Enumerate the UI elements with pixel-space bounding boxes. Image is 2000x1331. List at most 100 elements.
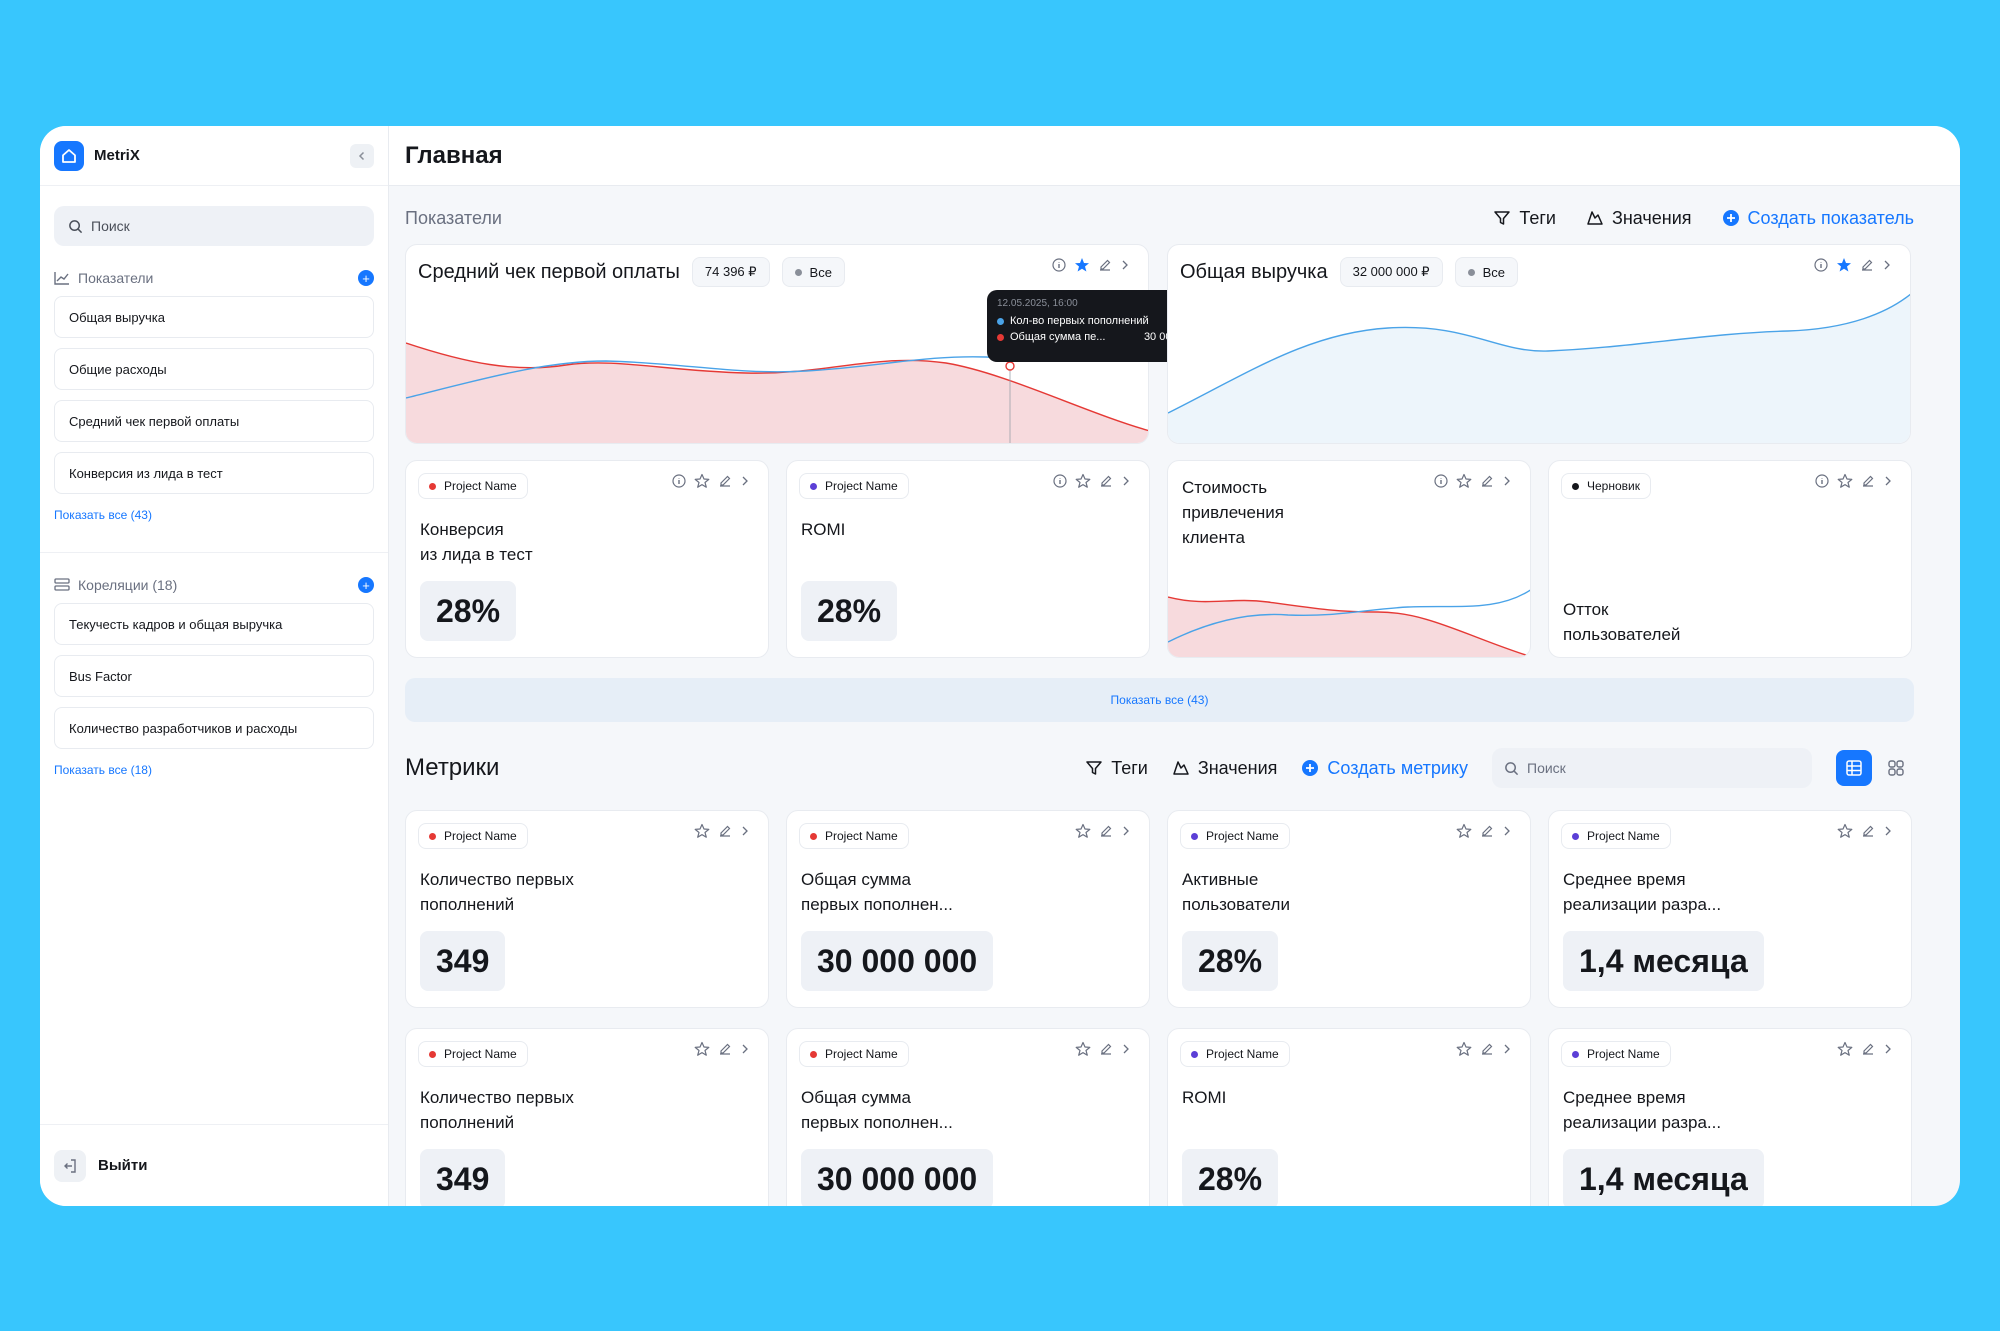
project-tag[interactable]: Project Name xyxy=(1180,1041,1290,1067)
edit-icon[interactable] xyxy=(1860,258,1874,272)
project-tag[interactable]: Project Name xyxy=(799,473,909,499)
draft-indicator-card[interactable]: Черновик Отток пользователей xyxy=(1548,460,1912,658)
info-icon[interactable] xyxy=(1434,474,1448,488)
sidebar-item-indicator[interactable]: Конверсия из лида в тест xyxy=(54,452,374,494)
chevron-right-icon[interactable] xyxy=(740,475,750,487)
filter-dropdown[interactable]: Все xyxy=(781,257,845,287)
indicators-tags-button[interactable]: Теги xyxy=(1493,208,1556,229)
info-icon[interactable] xyxy=(672,474,686,488)
info-icon[interactable] xyxy=(1814,258,1828,272)
chevron-right-icon[interactable] xyxy=(1121,1043,1131,1055)
show-all-correlations-link[interactable]: Показать все (18) xyxy=(54,763,152,777)
chevron-right-icon[interactable] xyxy=(740,1043,750,1055)
create-metric-button[interactable]: Создать метрику xyxy=(1301,758,1468,779)
edit-icon[interactable] xyxy=(1861,474,1875,488)
info-icon[interactable] xyxy=(1052,258,1066,272)
star-filled-icon[interactable] xyxy=(1836,257,1852,273)
chevron-right-icon[interactable] xyxy=(740,825,750,837)
sidebar-item-correlation[interactable]: Bus Factor xyxy=(54,655,374,697)
indicator-card[interactable]: Project Name Конверсия из лида в тест 28% xyxy=(405,460,769,658)
star-icon[interactable] xyxy=(1456,473,1472,489)
edit-icon[interactable] xyxy=(718,824,732,838)
star-icon[interactable] xyxy=(694,1041,710,1057)
edit-icon[interactable] xyxy=(1099,824,1113,838)
add-indicator-button[interactable]: + xyxy=(358,270,374,286)
sidebar-item-indicator[interactable]: Общая выручка xyxy=(54,296,374,338)
chevron-right-icon[interactable] xyxy=(1121,475,1131,487)
star-icon[interactable] xyxy=(1456,823,1472,839)
metric-card[interactable]: Project Name Среднее время реализации раз… xyxy=(1548,1028,1912,1206)
project-tag[interactable]: Project Name xyxy=(418,823,528,849)
grid-view-button[interactable] xyxy=(1878,750,1914,786)
edit-icon[interactable] xyxy=(1098,258,1112,272)
sidebar-item-correlation[interactable]: Количество разработчиков и расходы xyxy=(54,707,374,749)
project-tag[interactable]: Project Name xyxy=(1180,823,1290,849)
metric-card[interactable]: Project Name Количество первых пополнений… xyxy=(405,1028,769,1206)
chevron-right-icon[interactable] xyxy=(1883,1043,1893,1055)
indicator-card-title: Средний чек первой оплаты xyxy=(418,260,680,283)
project-tag[interactable]: Project Name xyxy=(799,823,909,849)
sidebar-item-indicator[interactable]: Общие расходы xyxy=(54,348,374,390)
sidebar-item-correlation[interactable]: Текучесть кадров и общая выручка xyxy=(54,603,374,645)
edit-icon[interactable] xyxy=(1099,474,1113,488)
metrics-search-input[interactable]: Поиск xyxy=(1492,748,1812,788)
edit-icon[interactable] xyxy=(1861,1042,1875,1056)
home-logo-icon[interactable] xyxy=(54,140,84,171)
sidebar-search-input[interactable]: Поиск xyxy=(54,206,374,246)
edit-icon[interactable] xyxy=(718,474,732,488)
create-indicator-button[interactable]: Создать показатель xyxy=(1722,208,1914,229)
chevron-right-icon[interactable] xyxy=(1883,825,1893,837)
revenue-filter-dropdown[interactable]: Все xyxy=(1454,257,1518,287)
info-icon[interactable] xyxy=(1053,474,1067,488)
project-tag[interactable]: Project Name xyxy=(418,473,528,499)
star-filled-icon[interactable] xyxy=(1074,257,1090,273)
star-icon[interactable] xyxy=(694,823,710,839)
info-icon[interactable] xyxy=(1815,474,1829,488)
chevron-right-icon[interactable] xyxy=(1502,475,1512,487)
indicator-card[interactable]: Project Name ROMI 28% xyxy=(786,460,1150,658)
show-all-indicators-button[interactable]: Показать все (43) xyxy=(405,678,1914,722)
draft-tag[interactable]: Черновик xyxy=(1561,473,1651,499)
project-tag[interactable]: Project Name xyxy=(1561,823,1671,849)
metric-card[interactable]: Project Name Общая сумма первых пополнен.… xyxy=(786,810,1150,1008)
metric-card[interactable]: Project Name Общая сумма первых пополнен.… xyxy=(786,1028,1150,1206)
metrics-tags-button[interactable]: Теги xyxy=(1085,758,1148,779)
star-icon[interactable] xyxy=(1075,1041,1091,1057)
star-icon[interactable] xyxy=(1075,823,1091,839)
edit-icon[interactable] xyxy=(1480,1042,1494,1056)
edit-icon[interactable] xyxy=(1099,1042,1113,1056)
edit-icon[interactable] xyxy=(1480,474,1494,488)
project-tag[interactable]: Project Name xyxy=(418,1041,528,1067)
sidebar-item-indicator[interactable]: Средний чек первой оплаты xyxy=(54,400,374,442)
edit-icon[interactable] xyxy=(1480,824,1494,838)
star-icon[interactable] xyxy=(1075,473,1091,489)
chevron-right-icon[interactable] xyxy=(1502,1043,1512,1055)
chevron-right-icon[interactable] xyxy=(1882,259,1892,271)
star-icon[interactable] xyxy=(1837,473,1853,489)
star-icon[interactable] xyxy=(1837,1041,1853,1057)
edit-icon[interactable] xyxy=(718,1042,732,1056)
star-icon[interactable] xyxy=(1456,1041,1472,1057)
chevron-right-icon[interactable] xyxy=(1502,825,1512,837)
revenue-chart-card[interactable]: Общая выручка 32 000 000 ₽ Все xyxy=(1167,244,1911,444)
table-view-button[interactable] xyxy=(1836,750,1872,786)
logout-button[interactable]: Выйти xyxy=(40,1124,388,1206)
star-icon[interactable] xyxy=(1837,823,1853,839)
chevron-right-icon[interactable] xyxy=(1120,259,1130,271)
star-icon[interactable] xyxy=(694,473,710,489)
collapse-sidebar-button[interactable] xyxy=(350,143,374,168)
project-tag[interactable]: Project Name xyxy=(1561,1041,1671,1067)
indicators-values-button[interactable]: Значения xyxy=(1586,208,1692,229)
add-correlation-button[interactable]: + xyxy=(358,577,374,593)
metrics-values-button[interactable]: Значения xyxy=(1172,758,1277,779)
chevron-right-icon[interactable] xyxy=(1883,475,1893,487)
edit-icon[interactable] xyxy=(1861,824,1875,838)
metric-card[interactable]: Project Name Количество первых пополнений… xyxy=(405,810,769,1008)
chevron-right-icon[interactable] xyxy=(1121,825,1131,837)
metric-card[interactable]: Project Name ROMI 28% xyxy=(1167,1028,1531,1206)
indicator-chart-card-small[interactable]: Стоимость привлечения клиента xyxy=(1167,460,1531,658)
metric-card[interactable]: Project Name Среднее время реализации раз… xyxy=(1548,810,1912,1008)
show-all-indicators-link[interactable]: Показать все (43) xyxy=(54,508,152,522)
metric-card[interactable]: Project Name Активные пользователи 28% xyxy=(1167,810,1531,1008)
project-tag[interactable]: Project Name xyxy=(799,1041,909,1067)
